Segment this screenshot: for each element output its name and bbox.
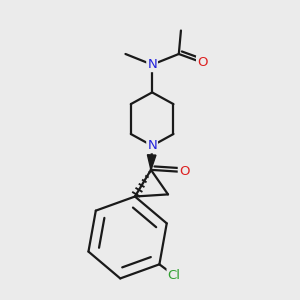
Text: Cl: Cl [168,269,181,282]
Text: N: N [147,139,157,152]
Text: N: N [147,58,157,71]
Text: O: O [179,166,189,178]
Polygon shape [147,155,156,170]
Text: O: O [197,56,208,69]
